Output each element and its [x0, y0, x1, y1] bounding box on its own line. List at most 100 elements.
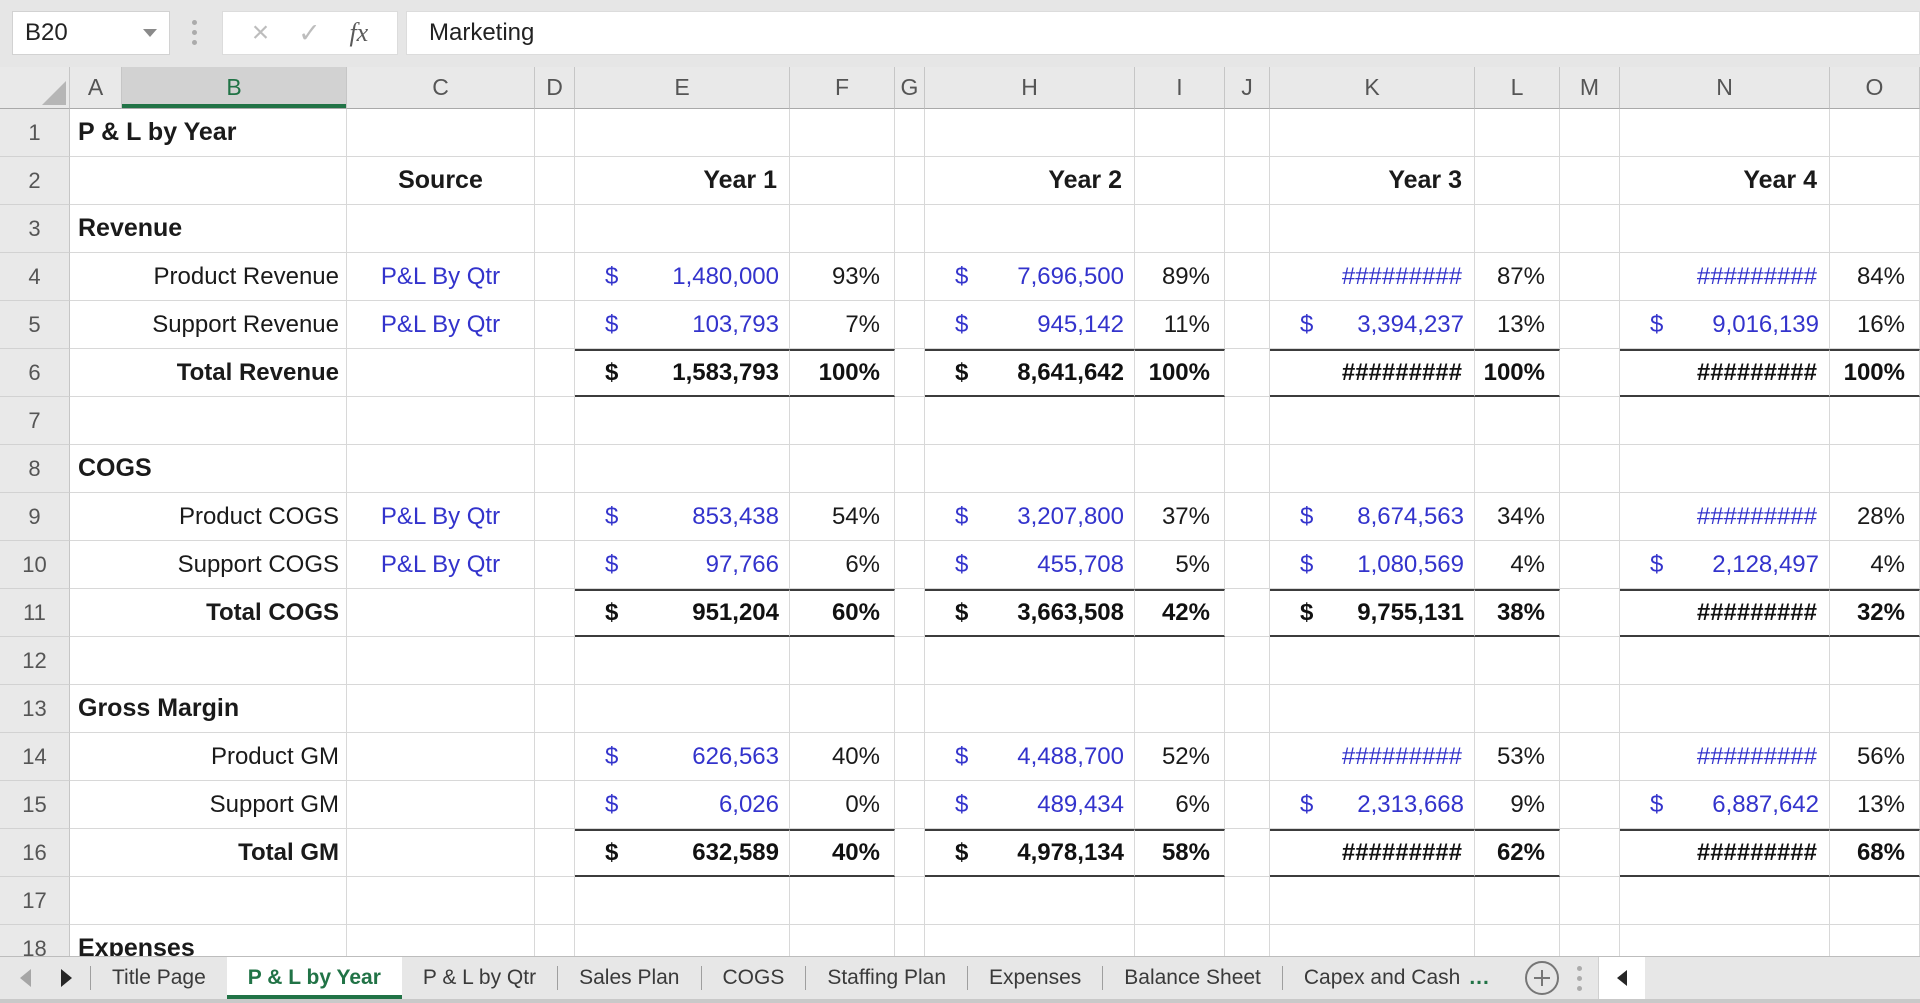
cell-C8[interactable] [347, 445, 535, 493]
sheet-tab-capex-and-cash[interactable]: Capex and Cash... [1283, 957, 1511, 999]
cell-E15[interactable]: $6,026 [575, 781, 790, 829]
row-header-6[interactable]: 6 [0, 349, 70, 397]
cancel-icon[interactable]: × [251, 16, 270, 49]
cell-D1[interactable] [535, 109, 575, 157]
cell-O1[interactable] [1830, 109, 1920, 157]
cell-L1[interactable] [1475, 109, 1560, 157]
row-header-18[interactable]: 18 [0, 925, 70, 956]
cell-N14[interactable]: ######### [1620, 733, 1830, 781]
cell-M2[interactable] [1560, 157, 1620, 205]
cell-E14[interactable]: $626,563 [575, 733, 790, 781]
cell-G10[interactable] [895, 541, 925, 589]
cell-I10[interactable]: 5% [1135, 541, 1225, 589]
cell-L16[interactable]: 62% [1475, 829, 1560, 877]
cell-J2[interactable] [1225, 157, 1270, 205]
cell-H6[interactable]: $8,641,642 [925, 349, 1135, 397]
column-header-C[interactable]: C [347, 67, 535, 109]
cell-L18[interactable] [1475, 925, 1560, 956]
sheet-tab-expenses[interactable]: Expenses [968, 957, 1102, 999]
cell-K5[interactable]: $3,394,237 [1270, 301, 1475, 349]
cell-F13[interactable] [790, 685, 895, 733]
cell-L2[interactable] [1475, 157, 1560, 205]
cell-O4[interactable]: 84% [1830, 253, 1920, 301]
cell-I11[interactable]: 42% [1135, 589, 1225, 637]
cell-AB9[interactable]: Product COGS [70, 493, 347, 541]
cell-G18[interactable] [895, 925, 925, 956]
cell-F3[interactable] [790, 205, 895, 253]
prev-sheet-icon[interactable] [20, 969, 31, 987]
cell-F8[interactable] [790, 445, 895, 493]
cell-L12[interactable] [1475, 637, 1560, 685]
column-header-N[interactable]: N [1620, 67, 1830, 109]
cell-K8[interactable] [1270, 445, 1475, 493]
cell-N11[interactable]: ######### [1620, 589, 1830, 637]
cell-H8[interactable] [925, 445, 1135, 493]
next-sheet-icon[interactable] [61, 969, 72, 987]
cell-D8[interactable] [535, 445, 575, 493]
cell-L9[interactable]: 34% [1475, 493, 1560, 541]
sheet-tab-sales-plan[interactable]: Sales Plan [558, 957, 700, 999]
cell-K14[interactable]: ######### [1270, 733, 1475, 781]
cell-E9[interactable]: $853,438 [575, 493, 790, 541]
cell-I18[interactable] [1135, 925, 1225, 956]
cell-N16[interactable]: ######### [1620, 829, 1830, 877]
cell-AB8[interactable]: COGS [70, 445, 347, 493]
cell-E4[interactable]: $1,480,000 [575, 253, 790, 301]
row-header-16[interactable]: 16 [0, 829, 70, 877]
confirm-icon[interactable]: ✓ [298, 17, 321, 48]
cell-N3[interactable] [1620, 205, 1830, 253]
cell-I2[interactable] [1135, 157, 1225, 205]
cell-M6[interactable] [1560, 349, 1620, 397]
cell-I15[interactable]: 6% [1135, 781, 1225, 829]
cell-L4[interactable]: 87% [1475, 253, 1560, 301]
cell-D5[interactable] [535, 301, 575, 349]
cell-L8[interactable] [1475, 445, 1560, 493]
cell-L3[interactable] [1475, 205, 1560, 253]
row-header-14[interactable]: 14 [0, 733, 70, 781]
row-header-1[interactable]: 1 [0, 109, 70, 157]
cell-F7[interactable] [790, 397, 895, 445]
row-header-4[interactable]: 4 [0, 253, 70, 301]
cell-O18[interactable] [1830, 925, 1920, 956]
cell-N4[interactable]: ######### [1620, 253, 1830, 301]
cell-G17[interactable] [895, 877, 925, 925]
cell-E10[interactable]: $97,766 [575, 541, 790, 589]
cell-D13[interactable] [535, 685, 575, 733]
cell-M9[interactable] [1560, 493, 1620, 541]
select-all-corner[interactable] [0, 67, 70, 109]
row-header-9[interactable]: 9 [0, 493, 70, 541]
cell-I4[interactable]: 89% [1135, 253, 1225, 301]
cell-L5[interactable]: 13% [1475, 301, 1560, 349]
cell-J17[interactable] [1225, 877, 1270, 925]
column-header-H[interactable]: H [925, 67, 1135, 109]
cell-D2[interactable] [535, 157, 575, 205]
row-header-7[interactable]: 7 [0, 397, 70, 445]
cell-J3[interactable] [1225, 205, 1270, 253]
cell-L14[interactable]: 53% [1475, 733, 1560, 781]
cell-D10[interactable] [535, 541, 575, 589]
cell-K17[interactable] [1270, 877, 1475, 925]
cell-H2[interactable]: Year 2 [925, 157, 1135, 205]
cell-E3[interactable] [575, 205, 790, 253]
cell-AB3[interactable]: Revenue [70, 205, 347, 253]
cell-G6[interactable] [895, 349, 925, 397]
cell-N9[interactable]: ######### [1620, 493, 1830, 541]
column-header-M[interactable]: M [1560, 67, 1620, 109]
cell-O2[interactable] [1830, 157, 1920, 205]
cell-L6[interactable]: 100% [1475, 349, 1560, 397]
row-header-5[interactable]: 5 [0, 301, 70, 349]
cell-E2[interactable]: Year 1 [575, 157, 790, 205]
insert-function-icon[interactable]: fx [349, 18, 369, 47]
cell-F14[interactable]: 40% [790, 733, 895, 781]
cell-J10[interactable] [1225, 541, 1270, 589]
cell-N17[interactable] [1620, 877, 1830, 925]
cell-D9[interactable] [535, 493, 575, 541]
cell-H10[interactable]: $455,708 [925, 541, 1135, 589]
cell-E5[interactable]: $103,793 [575, 301, 790, 349]
cell-L7[interactable] [1475, 397, 1560, 445]
cell-E7[interactable] [575, 397, 790, 445]
cell-D4[interactable] [535, 253, 575, 301]
cell-C17[interactable] [347, 877, 535, 925]
column-header-D[interactable]: D [535, 67, 575, 109]
cell-D17[interactable] [535, 877, 575, 925]
